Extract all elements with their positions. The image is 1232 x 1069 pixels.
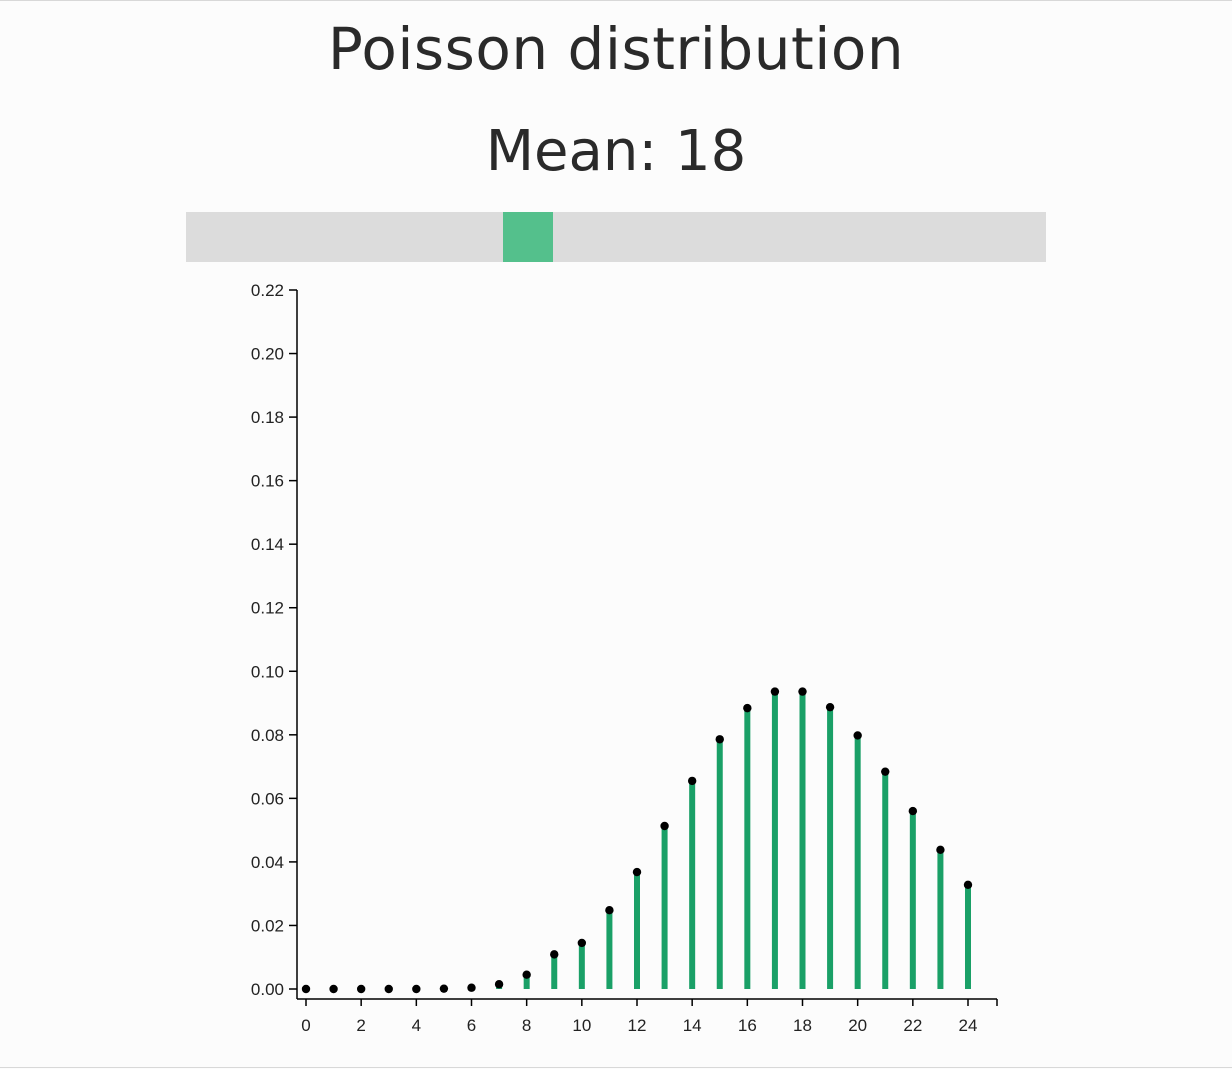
y-tick-label: 0.14 bbox=[251, 535, 284, 554]
bar bbox=[689, 780, 696, 989]
bar bbox=[965, 884, 971, 989]
x-tick-label: 4 bbox=[412, 1016, 421, 1035]
data-point bbox=[963, 880, 973, 889]
bar bbox=[634, 872, 640, 989]
data-point bbox=[936, 845, 945, 855]
data-point bbox=[301, 984, 311, 994]
bar bbox=[661, 826, 668, 989]
data-point bbox=[439, 984, 449, 993]
data-point bbox=[494, 980, 504, 989]
data-point bbox=[550, 950, 559, 959]
data-point bbox=[605, 906, 614, 915]
mean-slider-track[interactable] bbox=[186, 212, 1046, 262]
data-point bbox=[329, 984, 338, 994]
y-tick-label: 0.18 bbox=[251, 408, 284, 427]
bar bbox=[827, 707, 834, 989]
data-point bbox=[687, 776, 697, 786]
bar bbox=[771, 691, 778, 989]
y-tick-label: 0.00 bbox=[251, 980, 284, 999]
mean-slider-handle[interactable] bbox=[502, 212, 553, 262]
y-tick-label: 0.02 bbox=[251, 916, 284, 935]
y-tick-label: 0.16 bbox=[251, 472, 284, 491]
x-tick-label: 2 bbox=[356, 1016, 365, 1035]
x-tick-label: 18 bbox=[793, 1016, 812, 1035]
x-tick-label: 14 bbox=[683, 1016, 702, 1035]
y-tick-label: 0.12 bbox=[251, 599, 284, 618]
bar bbox=[937, 849, 944, 989]
y-tick-label: 0.04 bbox=[251, 853, 284, 872]
y-tick-label: 0.22 bbox=[251, 281, 284, 300]
data-point bbox=[412, 984, 421, 994]
x-tick-label: 16 bbox=[738, 1016, 757, 1035]
data-point bbox=[715, 735, 724, 744]
data-point bbox=[825, 702, 835, 712]
data-point bbox=[853, 731, 862, 740]
bar bbox=[909, 811, 916, 989]
data-point bbox=[522, 970, 531, 979]
bar bbox=[551, 954, 558, 989]
y-tick-label: 0.10 bbox=[251, 662, 284, 681]
title-text: Poisson distribution bbox=[327, 15, 905, 83]
x-tick-label: 12 bbox=[628, 1016, 647, 1035]
data-point bbox=[632, 867, 642, 877]
mean-label: Mean: bbox=[485, 119, 658, 184]
bar bbox=[799, 691, 806, 989]
bar bbox=[578, 942, 585, 989]
data-point bbox=[770, 687, 780, 696]
x-tick-label: 20 bbox=[848, 1016, 867, 1035]
bar bbox=[854, 735, 861, 989]
bar bbox=[716, 739, 723, 989]
bar bbox=[523, 974, 530, 989]
bar bbox=[606, 910, 613, 989]
data-point bbox=[881, 767, 890, 776]
y-tick-label: 0.08 bbox=[251, 726, 284, 745]
data-point bbox=[743, 703, 752, 713]
x-tick-label: 0 bbox=[301, 1016, 310, 1035]
data-point bbox=[356, 984, 366, 994]
mean-display: Mean: 18 bbox=[0, 119, 1232, 184]
bar bbox=[882, 771, 889, 989]
data-point bbox=[660, 821, 669, 831]
data-point bbox=[384, 984, 393, 994]
mean-value: 18 bbox=[675, 119, 747, 184]
data-point bbox=[798, 687, 807, 696]
y-tick-label: 0.20 bbox=[251, 345, 284, 364]
data-point bbox=[908, 806, 918, 816]
x-tick-label: 10 bbox=[572, 1016, 591, 1035]
data-point bbox=[467, 983, 476, 992]
y-tick-label: 0.06 bbox=[251, 789, 284, 808]
x-tick-label: 6 bbox=[467, 1016, 476, 1035]
x-tick-label: 22 bbox=[903, 1016, 922, 1035]
x-tick-label: 24 bbox=[959, 1016, 978, 1035]
x-tick-label: 8 bbox=[522, 1016, 531, 1035]
bar bbox=[744, 708, 751, 989]
data-point bbox=[577, 938, 587, 948]
page-title: Poisson distribution bbox=[0, 15, 1232, 83]
